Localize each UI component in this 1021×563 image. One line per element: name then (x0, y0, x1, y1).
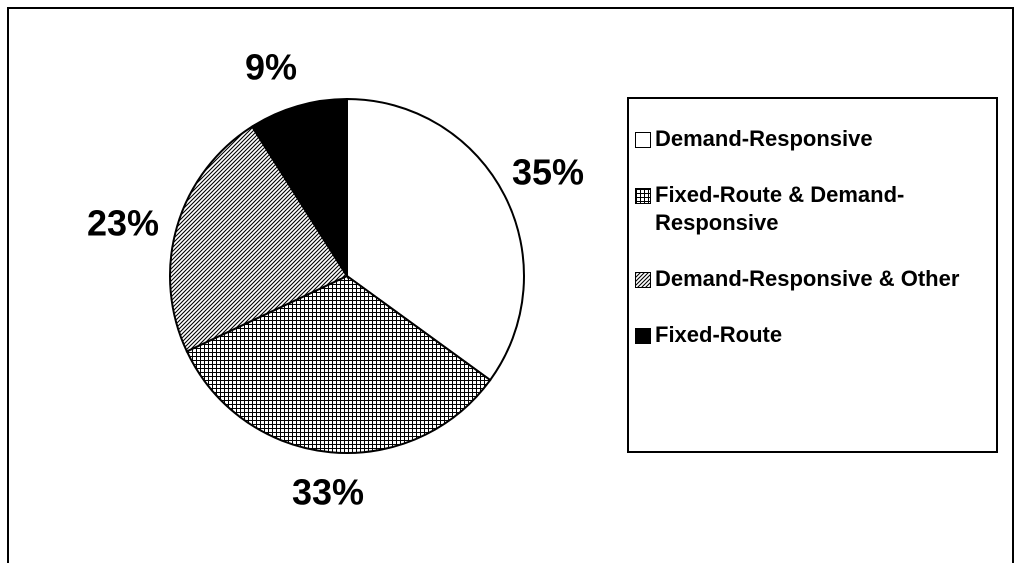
data-label: 9% (245, 47, 297, 88)
legend-swatch (635, 328, 651, 344)
pie-slice (169, 125, 349, 353)
legend-item: Demand-Responsive (635, 125, 996, 153)
data-label: 33% (292, 472, 364, 513)
pie (169, 97, 525, 454)
pie-slice (250, 97, 348, 280)
data-label: 23% (87, 203, 159, 244)
frame (7, 7, 1014, 563)
legend-item: Fixed-Route & Demand-Responsive (635, 181, 996, 237)
legend-label: Demand-Responsive & Other (655, 266, 960, 291)
pie-slice (346, 97, 525, 382)
legend-item: Fixed-Route (635, 321, 996, 349)
legend-label: Demand-Responsive (655, 126, 873, 151)
legend-swatch (635, 132, 651, 148)
pie-slice (185, 274, 492, 454)
data-label: 35% (512, 152, 584, 193)
legend-label: Fixed-Route (655, 322, 783, 347)
legend-swatch (635, 272, 651, 288)
legend: Demand-Responsive Fixed-Route & Demand-Re… (627, 97, 998, 453)
legend-swatch (635, 188, 651, 204)
legend-label: Fixed-Route & Demand-Responsive (655, 182, 905, 235)
legend-item: Demand-Responsive & Other (635, 265, 996, 293)
